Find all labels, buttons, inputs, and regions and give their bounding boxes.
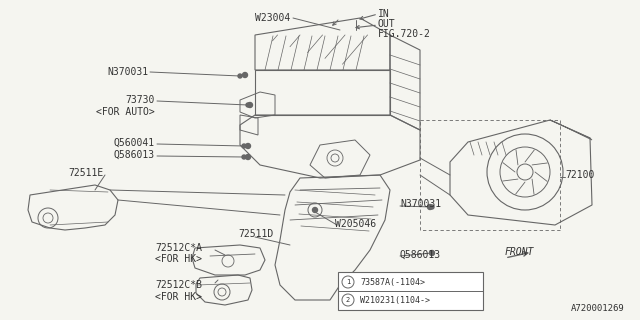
Text: 73587A(-1104>: 73587A(-1104> bbox=[360, 277, 425, 286]
Circle shape bbox=[312, 207, 317, 212]
Text: 72100: 72100 bbox=[565, 170, 595, 180]
Text: 73730: 73730 bbox=[125, 95, 155, 105]
Text: N370031: N370031 bbox=[107, 67, 148, 77]
Circle shape bbox=[238, 74, 242, 78]
Text: W210231(1104->: W210231(1104-> bbox=[360, 295, 430, 305]
Text: 72511E: 72511E bbox=[68, 168, 103, 178]
Circle shape bbox=[430, 251, 434, 255]
Circle shape bbox=[246, 143, 250, 148]
Circle shape bbox=[242, 144, 246, 148]
Text: 1: 1 bbox=[346, 279, 350, 285]
Circle shape bbox=[246, 155, 250, 159]
Text: <FOR HK>: <FOR HK> bbox=[155, 254, 202, 264]
Circle shape bbox=[242, 155, 246, 159]
Circle shape bbox=[248, 102, 253, 108]
Text: Q560041: Q560041 bbox=[114, 138, 155, 148]
Text: W205046: W205046 bbox=[335, 219, 376, 229]
Text: A720001269: A720001269 bbox=[572, 304, 625, 313]
Circle shape bbox=[430, 205, 434, 209]
Text: FRONT: FRONT bbox=[505, 247, 534, 257]
Text: Q586013: Q586013 bbox=[114, 150, 155, 160]
FancyBboxPatch shape bbox=[338, 272, 483, 310]
Text: IN: IN bbox=[378, 9, 390, 19]
Text: 72512C*A: 72512C*A bbox=[155, 243, 202, 253]
Text: OUT: OUT bbox=[378, 19, 396, 29]
Text: FIG.720-2: FIG.720-2 bbox=[378, 29, 431, 39]
Circle shape bbox=[246, 103, 250, 107]
Text: 2: 2 bbox=[346, 297, 350, 303]
Text: 72512C*B: 72512C*B bbox=[155, 280, 202, 290]
Circle shape bbox=[428, 204, 433, 210]
Circle shape bbox=[243, 73, 248, 77]
Text: <FOR HK>: <FOR HK> bbox=[155, 292, 202, 302]
Text: 72511D: 72511D bbox=[238, 229, 273, 239]
Text: W23004: W23004 bbox=[255, 13, 290, 23]
Text: Q586013: Q586013 bbox=[400, 250, 441, 260]
Text: N370031: N370031 bbox=[400, 199, 441, 209]
Text: <FOR AUTO>: <FOR AUTO> bbox=[96, 107, 155, 117]
Circle shape bbox=[429, 251, 435, 255]
